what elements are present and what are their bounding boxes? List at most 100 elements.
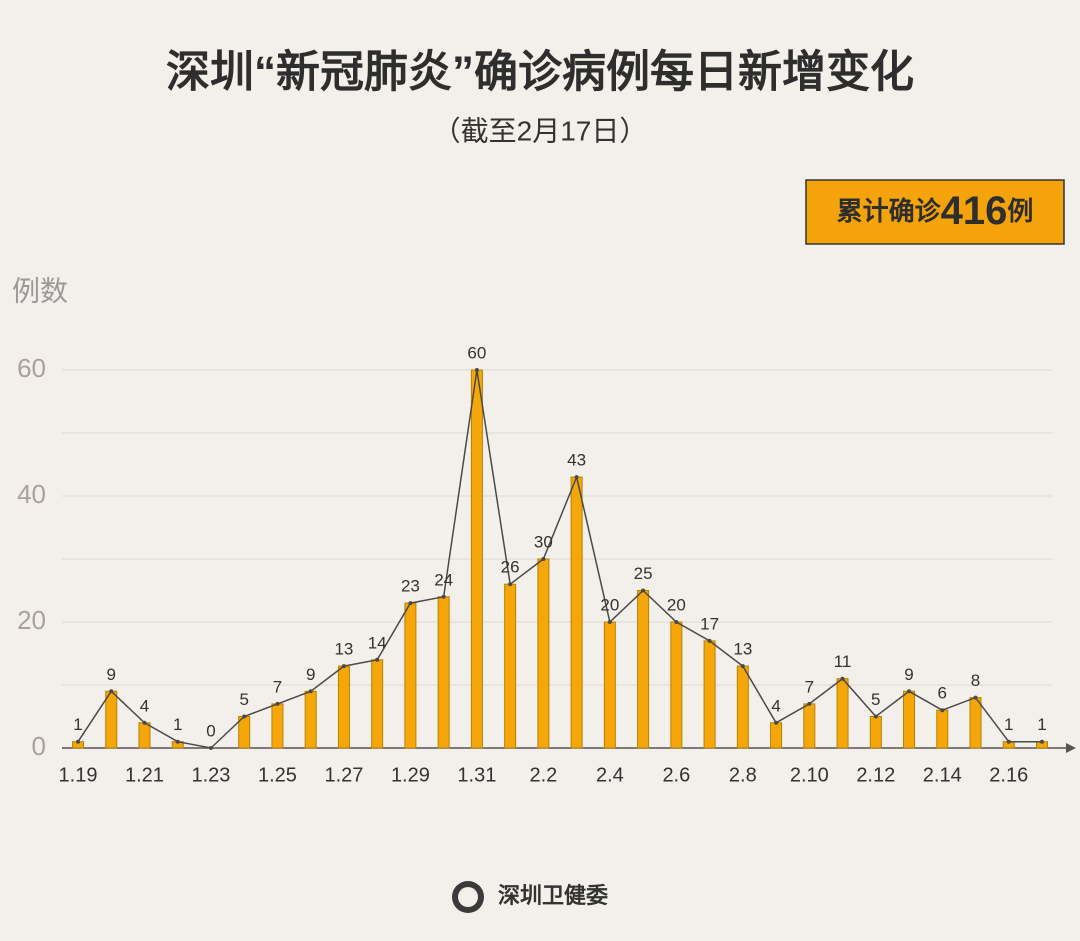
bar [404,602,417,749]
value-label: 9 [107,665,116,684]
x-tick-label: 1.27 [324,764,363,786]
trend-point [441,594,446,599]
trend-point [840,676,845,681]
trend-point [541,557,546,561]
bar [271,703,284,749]
value-label: 23 [401,577,420,596]
value-label: 1 [1037,715,1046,734]
trend-point [1040,739,1044,744]
bar [570,476,583,749]
chart-subtitle: （截至2月17日） [433,115,648,146]
x-tick-label: 1.25 [258,764,297,786]
bar [304,690,317,749]
value-label: 11 [834,652,852,671]
value-label: 7 [273,677,282,696]
bar [470,369,483,749]
x-tick-label: 1.21 [125,764,164,786]
chart-title: 深圳“新冠肺炎”确诊病例每日新增变化 [166,48,914,97]
trend-point [341,664,346,669]
x-tick-label: 2.14 [923,764,962,786]
x-tick-label: 2.8 [729,764,757,786]
trend-point [740,664,745,669]
bar [869,716,882,749]
x-tick-label: 2.16 [989,764,1028,786]
value-label: 20 [667,595,686,614]
bar [138,722,151,749]
value-label: 17 [700,614,719,633]
bar [603,621,616,749]
bar [637,590,650,749]
source-logo-inner [458,887,478,907]
value-label: 13 [733,640,752,659]
trend-point [308,689,313,694]
trend-point [707,638,712,643]
value-label: 9 [904,665,913,684]
y-axis-label: 例数 [12,275,68,306]
trend-point [142,720,147,725]
value-label: 4 [140,696,149,715]
trend-point [674,620,679,624]
bar [736,665,749,749]
x-tick-label: 2.2 [529,764,557,786]
bar [803,703,816,749]
trend-point [940,708,945,713]
trend-point [208,746,213,750]
x-tick-label: 2.10 [790,764,829,786]
trend-point [76,739,80,744]
bar [504,583,517,749]
trend-point [375,657,380,662]
value-label: 4 [771,696,780,715]
x-tick-label: 2.6 [662,764,690,786]
value-label: 1 [1004,715,1013,734]
bar [936,709,949,749]
trend-point [275,701,280,706]
bar [337,665,350,749]
trend-point [474,368,479,372]
total-box [805,179,1065,245]
total-prefix: 累计确诊 [837,196,942,226]
trend-point [774,720,779,725]
total-suffix: 例 [1007,196,1033,226]
x-tick-label: 2.4 [596,764,624,786]
trend-point [641,588,646,593]
value-label: 1 [73,715,82,734]
bar [105,690,118,749]
value-label: 6 [938,684,947,703]
trend-point [873,714,878,719]
total-value: 416 [941,189,1008,233]
trend-point [574,475,579,480]
x-tick-label: 1.23 [191,764,230,786]
value-label: 7 [805,677,814,696]
bar [437,596,450,749]
bar [969,697,982,749]
value-label: 25 [634,564,653,583]
value-label: 14 [368,633,387,652]
bar [770,722,783,749]
bar [537,558,550,749]
value-label: 8 [971,671,980,690]
y-tick-label: 20 [17,605,46,635]
value-label: 13 [334,640,353,659]
value-label: 9 [306,665,315,684]
trend-point [508,582,513,587]
x-tick-label: 1.29 [391,764,430,786]
bar [371,659,384,749]
trend-point [607,620,612,624]
value-label: 0 [206,721,215,740]
y-tick-label: 0 [32,731,46,761]
trend-point [408,601,413,606]
bar [703,640,716,749]
trend-point [807,701,812,706]
x-tick-label: 1.19 [59,764,98,786]
bar [238,716,251,749]
bar [836,678,849,749]
bar [903,690,916,749]
trend-point [973,695,978,700]
value-label: 43 [567,451,586,470]
source: 深圳卫健委 [498,883,608,908]
value-label: 30 [534,532,553,551]
value-label: 5 [239,690,248,709]
trend-point [242,714,247,719]
total-text: 累计确诊416例 [837,189,1034,233]
